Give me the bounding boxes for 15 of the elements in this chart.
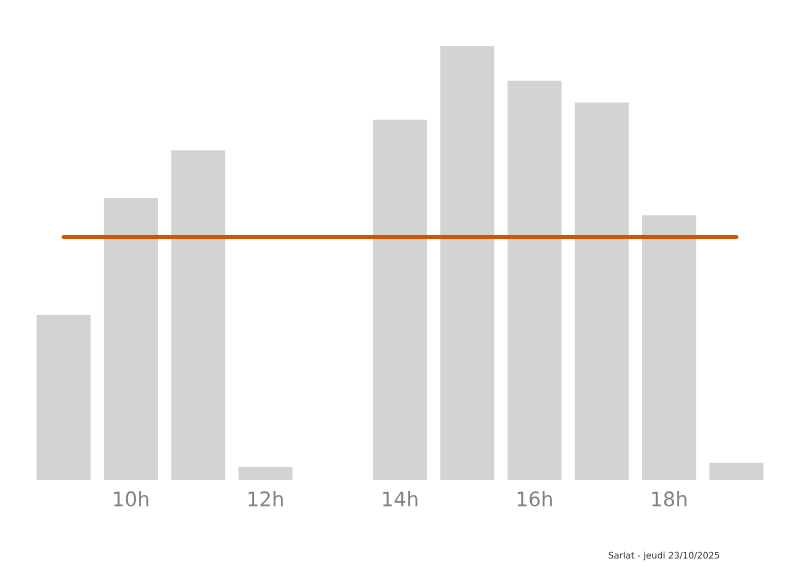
bar [574, 102, 629, 480]
x-tick-label: 18h [652, 491, 687, 507]
bar [36, 315, 91, 480]
bar [372, 119, 428, 480]
x-tick-label: 16h [517, 491, 552, 507]
bar [171, 150, 226, 480]
bar [709, 462, 764, 480]
bar [103, 197, 158, 480]
bar [440, 45, 495, 480]
x-tick-label: 10h [114, 491, 149, 507]
x-tick-label: 12h [248, 491, 283, 507]
x-tick-label: 14h [383, 491, 418, 507]
bar [642, 215, 697, 480]
bar [238, 466, 293, 480]
bar [507, 80, 562, 480]
